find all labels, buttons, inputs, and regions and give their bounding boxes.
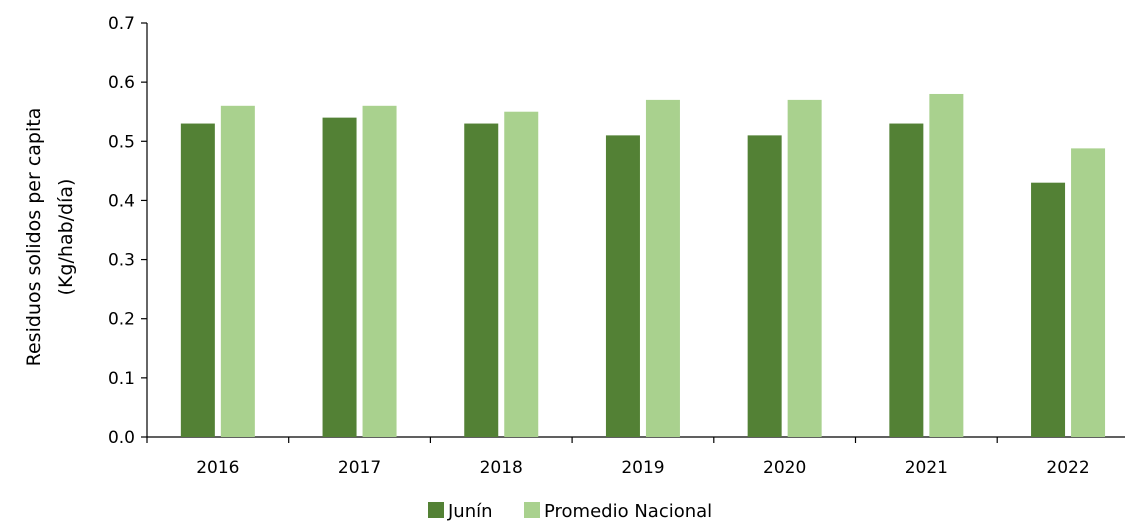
bar-junin-2020 [747, 135, 782, 437]
plot-area: 0.0 0.1 0.2 0.3 0.4 0.5 0.6 0.7 2016 2017 2018 2019… [108, 14, 1125, 478]
x-tick-label: 2021 [905, 458, 948, 478]
y-tick-label: 0.3 [108, 251, 135, 271]
bar-junin-2018 [464, 123, 499, 438]
y-tick-label: 0.4 [108, 191, 135, 211]
bar-promedio-nacional-2017 [362, 105, 397, 438]
legend-swatch-promedio-nacional [524, 502, 540, 518]
legend-swatch-junin [428, 502, 444, 518]
y-tick-label: 0.5 [108, 132, 135, 152]
bar-promedio-nacional-2019 [645, 99, 680, 437]
legend-label-promedio-nacional: Promedio Nacional [544, 501, 712, 522]
y-tick-label: 0.6 [108, 73, 135, 93]
y-tick-label: 0.1 [108, 369, 135, 389]
x-tick-label: 2022 [1046, 458, 1089, 478]
y-axis-title-line1: Residuos solidos per capita [23, 108, 45, 367]
x-tick-label: 2017 [338, 458, 381, 478]
bar-junin-2016 [180, 123, 215, 438]
y-tick-label: 0.0 [108, 428, 135, 448]
bar-promedio-nacional-2018 [504, 111, 539, 437]
bar-junin-2017 [322, 117, 357, 437]
y-tick-label: 0.2 [108, 310, 135, 330]
bar-promedio-nacional-2021 [929, 93, 964, 437]
bar-junin-2022 [1031, 182, 1066, 437]
legend: Junín Promedio Nacional [428, 501, 712, 522]
x-tick-label: 2016 [196, 458, 239, 478]
y-tick-label: 0.7 [108, 14, 135, 34]
x-tick-label: 2020 [763, 458, 806, 478]
x-tick-label: 2018 [480, 458, 523, 478]
x-tick-label: 2019 [621, 458, 664, 478]
bar-promedio-nacional-2016 [220, 105, 255, 438]
bar-promedio-nacional-2020 [787, 99, 822, 437]
bar-promedio-nacional-2022 [1071, 148, 1106, 437]
legend-label-junin: Junín [447, 501, 493, 522]
y-axis-title: Residuos solidos per capita (Kg/hab/día) [23, 108, 77, 367]
bar-junin-2021 [889, 123, 924, 438]
y-axis-title-line2: (Kg/hab/día) [55, 179, 77, 296]
bar-junin-2019 [605, 135, 640, 437]
